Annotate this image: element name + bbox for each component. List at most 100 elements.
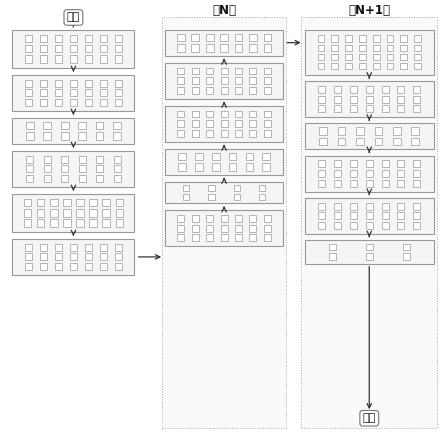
Bar bbox=[85, 99, 92, 106]
Bar bbox=[78, 175, 86, 182]
Bar bbox=[331, 45, 338, 51]
Bar bbox=[78, 165, 86, 172]
Bar bbox=[318, 160, 326, 167]
Bar bbox=[40, 244, 47, 251]
Bar bbox=[305, 156, 434, 191]
Bar bbox=[397, 105, 405, 112]
Bar bbox=[387, 63, 393, 69]
Bar bbox=[103, 199, 110, 206]
Bar bbox=[12, 118, 134, 144]
Bar bbox=[40, 89, 47, 96]
Bar bbox=[413, 170, 420, 177]
Bar bbox=[334, 203, 341, 209]
Bar bbox=[334, 86, 341, 93]
Bar bbox=[264, 87, 271, 94]
Bar bbox=[381, 212, 388, 219]
Bar bbox=[413, 180, 420, 187]
Bar bbox=[165, 62, 283, 99]
Bar bbox=[318, 180, 326, 187]
Bar bbox=[414, 54, 421, 60]
Bar bbox=[350, 105, 357, 112]
Bar bbox=[96, 156, 103, 163]
Bar bbox=[220, 44, 228, 52]
Bar bbox=[412, 138, 419, 146]
Bar bbox=[85, 89, 92, 96]
Bar bbox=[401, 54, 407, 60]
Bar bbox=[350, 170, 357, 177]
Bar bbox=[12, 194, 134, 232]
Bar bbox=[61, 165, 68, 172]
Bar bbox=[262, 163, 270, 170]
Bar bbox=[55, 99, 62, 106]
Bar bbox=[234, 194, 240, 200]
Bar bbox=[25, 263, 32, 270]
Bar bbox=[234, 185, 240, 191]
Bar bbox=[331, 63, 338, 69]
Bar bbox=[221, 77, 227, 84]
Bar bbox=[85, 35, 92, 42]
Bar bbox=[249, 111, 256, 118]
Bar bbox=[37, 199, 45, 206]
Bar bbox=[235, 87, 242, 94]
Bar bbox=[116, 199, 123, 206]
Bar bbox=[305, 240, 434, 264]
Bar bbox=[414, 45, 421, 51]
Bar bbox=[116, 209, 123, 216]
Bar bbox=[414, 63, 421, 69]
Bar bbox=[192, 225, 199, 232]
Bar bbox=[103, 219, 110, 227]
Bar bbox=[387, 35, 393, 42]
Bar bbox=[305, 81, 434, 117]
Bar bbox=[63, 199, 70, 206]
Bar bbox=[397, 212, 405, 219]
Bar bbox=[331, 54, 338, 60]
Bar bbox=[26, 165, 33, 172]
Bar bbox=[318, 45, 324, 51]
Bar bbox=[55, 263, 62, 270]
Bar bbox=[397, 180, 405, 187]
Bar bbox=[220, 34, 228, 41]
Bar bbox=[192, 130, 199, 137]
Bar bbox=[25, 99, 32, 106]
Bar bbox=[114, 165, 120, 172]
Bar bbox=[76, 219, 84, 227]
Bar bbox=[334, 96, 341, 103]
Bar bbox=[264, 234, 271, 241]
Bar bbox=[413, 86, 420, 93]
Bar bbox=[25, 89, 32, 96]
Bar bbox=[319, 128, 327, 135]
Text: 开始: 开始 bbox=[67, 13, 80, 22]
Bar bbox=[12, 151, 134, 187]
Bar bbox=[318, 170, 326, 177]
Bar bbox=[43, 122, 51, 129]
Bar bbox=[318, 35, 324, 42]
Bar bbox=[375, 128, 382, 135]
Bar bbox=[115, 55, 122, 62]
Bar bbox=[334, 180, 341, 187]
Bar bbox=[350, 96, 357, 103]
FancyBboxPatch shape bbox=[162, 17, 286, 428]
Bar bbox=[178, 225, 184, 232]
Bar bbox=[100, 263, 107, 270]
Bar bbox=[235, 234, 242, 241]
Bar bbox=[178, 68, 184, 74]
Bar bbox=[401, 35, 407, 42]
Bar bbox=[100, 80, 107, 87]
Bar bbox=[350, 203, 357, 209]
Bar bbox=[178, 163, 186, 170]
Bar bbox=[221, 120, 227, 127]
Bar bbox=[235, 44, 242, 52]
Text: 繂束: 繂束 bbox=[363, 413, 376, 423]
Bar bbox=[25, 244, 32, 251]
Bar bbox=[397, 96, 405, 103]
Bar bbox=[55, 253, 62, 260]
Bar bbox=[397, 222, 405, 229]
Bar bbox=[85, 263, 92, 270]
Bar bbox=[165, 210, 283, 246]
Bar bbox=[37, 219, 45, 227]
Bar bbox=[12, 75, 134, 111]
Bar bbox=[359, 45, 366, 51]
Bar bbox=[387, 45, 393, 51]
Bar bbox=[246, 153, 253, 160]
Bar bbox=[264, 77, 271, 84]
